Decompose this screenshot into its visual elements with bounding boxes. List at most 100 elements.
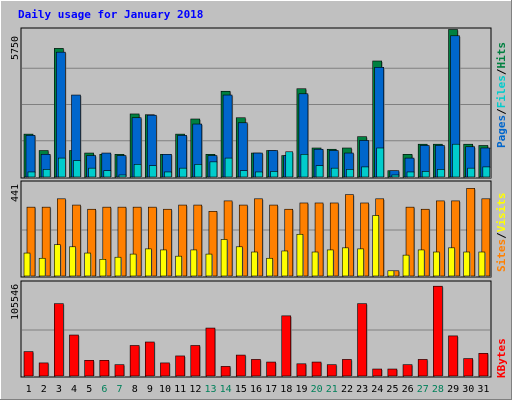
day-label: 3 [56, 384, 62, 395]
files-bar [330, 167, 339, 178]
kbytes-bar [190, 345, 201, 377]
kbytes-panel-max-label: 105546 [10, 284, 21, 320]
visits-bar [54, 244, 61, 277]
visits-bar [84, 252, 91, 277]
pages-bar [237, 122, 248, 178]
day-label: 12 [189, 384, 201, 395]
day-label: 5 [86, 384, 92, 395]
day-label: 4 [71, 384, 77, 395]
visits-bar [326, 249, 334, 277]
day-label: 31 [477, 384, 489, 395]
daily-hits-panel: 5750 Pages/Files/Hits [10, 27, 508, 179]
files-bar [270, 171, 278, 178]
day-label: 22 [341, 384, 353, 395]
visits-bar [387, 270, 395, 277]
visits-bar [433, 251, 440, 277]
legend-separator: / [495, 68, 508, 75]
day-label: 19 [295, 384, 307, 395]
day-label: 6 [101, 384, 107, 395]
kbytes-bar [54, 303, 64, 377]
visits-bar [175, 255, 182, 277]
files-bar [482, 166, 491, 178]
day-label: 26 [402, 384, 414, 395]
hits-panel-legend: Pages/Files/Hits [495, 42, 508, 148]
day-label: 8 [132, 384, 138, 395]
kbytes-panel-legend: KBytes [495, 338, 508, 378]
day-label: 24 [371, 384, 383, 395]
files-bar [224, 157, 233, 178]
legend-separator: / [495, 232, 508, 239]
visits-bar [38, 257, 46, 277]
kbytes-bar [205, 327, 216, 377]
kbytes-bar [114, 364, 125, 377]
files-bar [42, 169, 51, 178]
kbytes-bar [251, 359, 261, 377]
day-label: 9 [147, 384, 153, 395]
files-bar [179, 167, 187, 178]
visits-bar [463, 251, 470, 277]
kbytes-bar [387, 368, 398, 377]
visits-bar [296, 233, 304, 277]
visits-bar [205, 253, 213, 277]
day-label: 17 [265, 384, 277, 395]
files-bar [437, 169, 445, 178]
files-bar [315, 165, 324, 178]
visits-bar [266, 257, 273, 277]
kbytes-bar [372, 368, 383, 377]
kbytes-bar [220, 366, 231, 377]
visits-bar [417, 249, 425, 277]
kbytes-bar [144, 341, 155, 377]
visits-bar [372, 215, 380, 277]
visits-bar [220, 239, 228, 277]
files-bar [88, 167, 96, 178]
kbytes-bar [266, 361, 276, 377]
files-bar [73, 160, 81, 178]
kbytes-bar [342, 359, 352, 377]
files-bar [58, 157, 66, 178]
hits-panel-max-label: 5750 [10, 36, 21, 60]
visits-bar [69, 246, 76, 277]
chart-title: Daily usage for January 2018 [18, 8, 203, 21]
day-label: 30 [462, 384, 474, 395]
kbytes-bar [38, 362, 49, 377]
files-bar [346, 169, 354, 178]
kbytes-bar [326, 364, 337, 377]
legend-hits: Hits [495, 42, 508, 69]
files-bar [467, 167, 475, 178]
files-bar [361, 166, 369, 178]
kbytes-bar [99, 360, 110, 377]
day-label: 29 [447, 384, 459, 395]
day-label: 28 [432, 384, 444, 395]
kbytes-bar [448, 335, 458, 377]
kbytes-bar [281, 315, 292, 377]
kbytes-bar [175, 355, 185, 377]
kbytes-bar [433, 285, 443, 377]
visits-bar [311, 251, 319, 277]
kbytes-bar [160, 362, 170, 377]
day-label: 16 [250, 384, 262, 395]
day-label: 27 [417, 384, 429, 395]
legend-sites: Sites [495, 239, 508, 272]
visits-bar [402, 254, 410, 277]
visits-bar [281, 250, 289, 277]
kbytes-bar [129, 345, 140, 377]
legend-visits: Visits [495, 193, 508, 233]
kbytes-bar [235, 354, 246, 377]
kbytes-bar [402, 364, 413, 377]
pages-bar [116, 155, 127, 178]
kbytes-bar [69, 334, 79, 377]
visits-bar [357, 248, 364, 277]
legend-files: Files [495, 75, 508, 108]
legend-separator: / [495, 108, 508, 115]
files-bar [164, 171, 172, 178]
day-label: 14 [220, 384, 232, 395]
visits-bar [114, 256, 122, 277]
files-bar [239, 170, 248, 178]
visits-panel-max-label: 441 [10, 184, 21, 202]
day-label: 23 [356, 384, 368, 395]
files-bar [421, 171, 430, 178]
legend-pages: Pages [495, 115, 508, 148]
files-bar [194, 164, 203, 178]
visits-panel-legend: Sites/Visits [495, 193, 508, 273]
visits-bar [129, 253, 137, 277]
